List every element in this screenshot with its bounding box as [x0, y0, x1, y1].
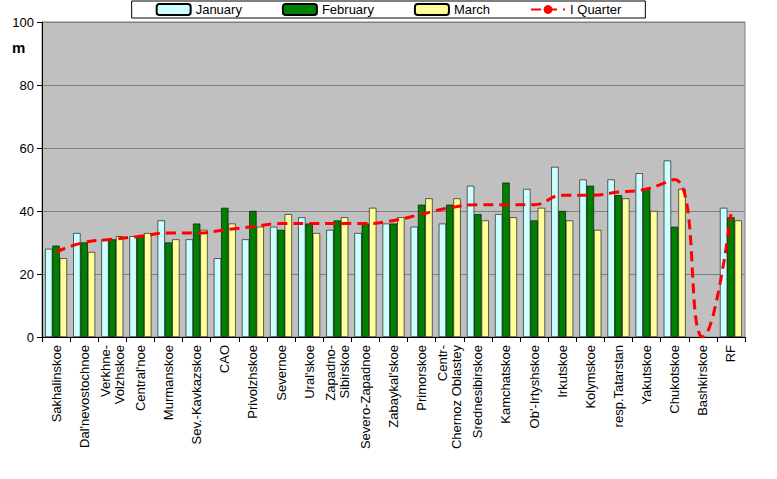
svg-text:m: m: [12, 39, 25, 56]
svg-text:Sibirskoe: Sibirskoe: [337, 345, 352, 398]
svg-text:Primorskoe: Primorskoe: [414, 345, 429, 411]
svg-text:Ob'-Irtyshskoe: Ob'-Irtyshskoe: [527, 345, 542, 428]
svg-text:Kamchatskoe: Kamchatskoe: [498, 345, 513, 424]
svg-text:Sakhalinskoe: Sakhalinskoe: [49, 345, 64, 422]
svg-text:Sev.-Kavkazskoe: Sev.-Kavkazskoe: [189, 345, 204, 444]
svg-text:Chukotskoe: Chukotskoe: [667, 345, 682, 414]
svg-text:40: 40: [20, 204, 34, 219]
svg-text:February: February: [322, 2, 375, 17]
svg-text:80: 80: [20, 78, 34, 93]
svg-text:Ural'skoe: Ural'skoe: [302, 345, 317, 399]
svg-text:Chernoz Oblastey: Chernoz Oblastey: [449, 345, 464, 450]
svg-text:CAO: CAO: [217, 345, 232, 373]
svg-text:Zabaykal'skoe: Zabaykal'skoe: [386, 345, 401, 428]
svg-text:March: March: [454, 2, 490, 17]
svg-text:I Quarter: I Quarter: [570, 2, 622, 17]
svg-text:60: 60: [20, 141, 34, 156]
svg-text:Bashkirskoe: Bashkirskoe: [695, 345, 710, 416]
svg-text:Zapadno-: Zapadno-: [323, 345, 338, 401]
svg-text:Verkhne-: Verkhne-: [98, 345, 113, 397]
svg-text:Central'noe: Central'noe: [133, 345, 148, 411]
svg-text:Dal'nevostochnoe: Dal'nevostochnoe: [77, 345, 92, 448]
svg-text:Severo-Zapadnoe: Severo-Zapadnoe: [358, 345, 373, 449]
svg-text:Kolymskoe: Kolymskoe: [583, 345, 598, 409]
svg-text:Irkutskoe: Irkutskoe: [555, 345, 570, 398]
svg-text:Volzhskoe: Volzhskoe: [112, 345, 127, 404]
svg-text:Severnoe: Severnoe: [274, 345, 289, 401]
svg-text:Murmanskoe: Murmanskoe: [161, 345, 176, 420]
svg-text:Privolzhskoe: Privolzhskoe: [245, 345, 260, 419]
svg-text:Centr-: Centr-: [435, 345, 450, 381]
svg-text:RF: RF: [723, 345, 738, 362]
svg-text:Srednesibirskoe: Srednesibirskoe: [470, 345, 485, 438]
svg-text:Yakutskoe: Yakutskoe: [639, 345, 654, 405]
svg-text:20: 20: [20, 267, 34, 282]
svg-text:January: January: [196, 2, 243, 17]
svg-text:100: 100: [12, 15, 34, 30]
svg-text:0: 0: [27, 330, 34, 345]
svg-text:resp.Tatarstan: resp.Tatarstan: [611, 345, 626, 427]
